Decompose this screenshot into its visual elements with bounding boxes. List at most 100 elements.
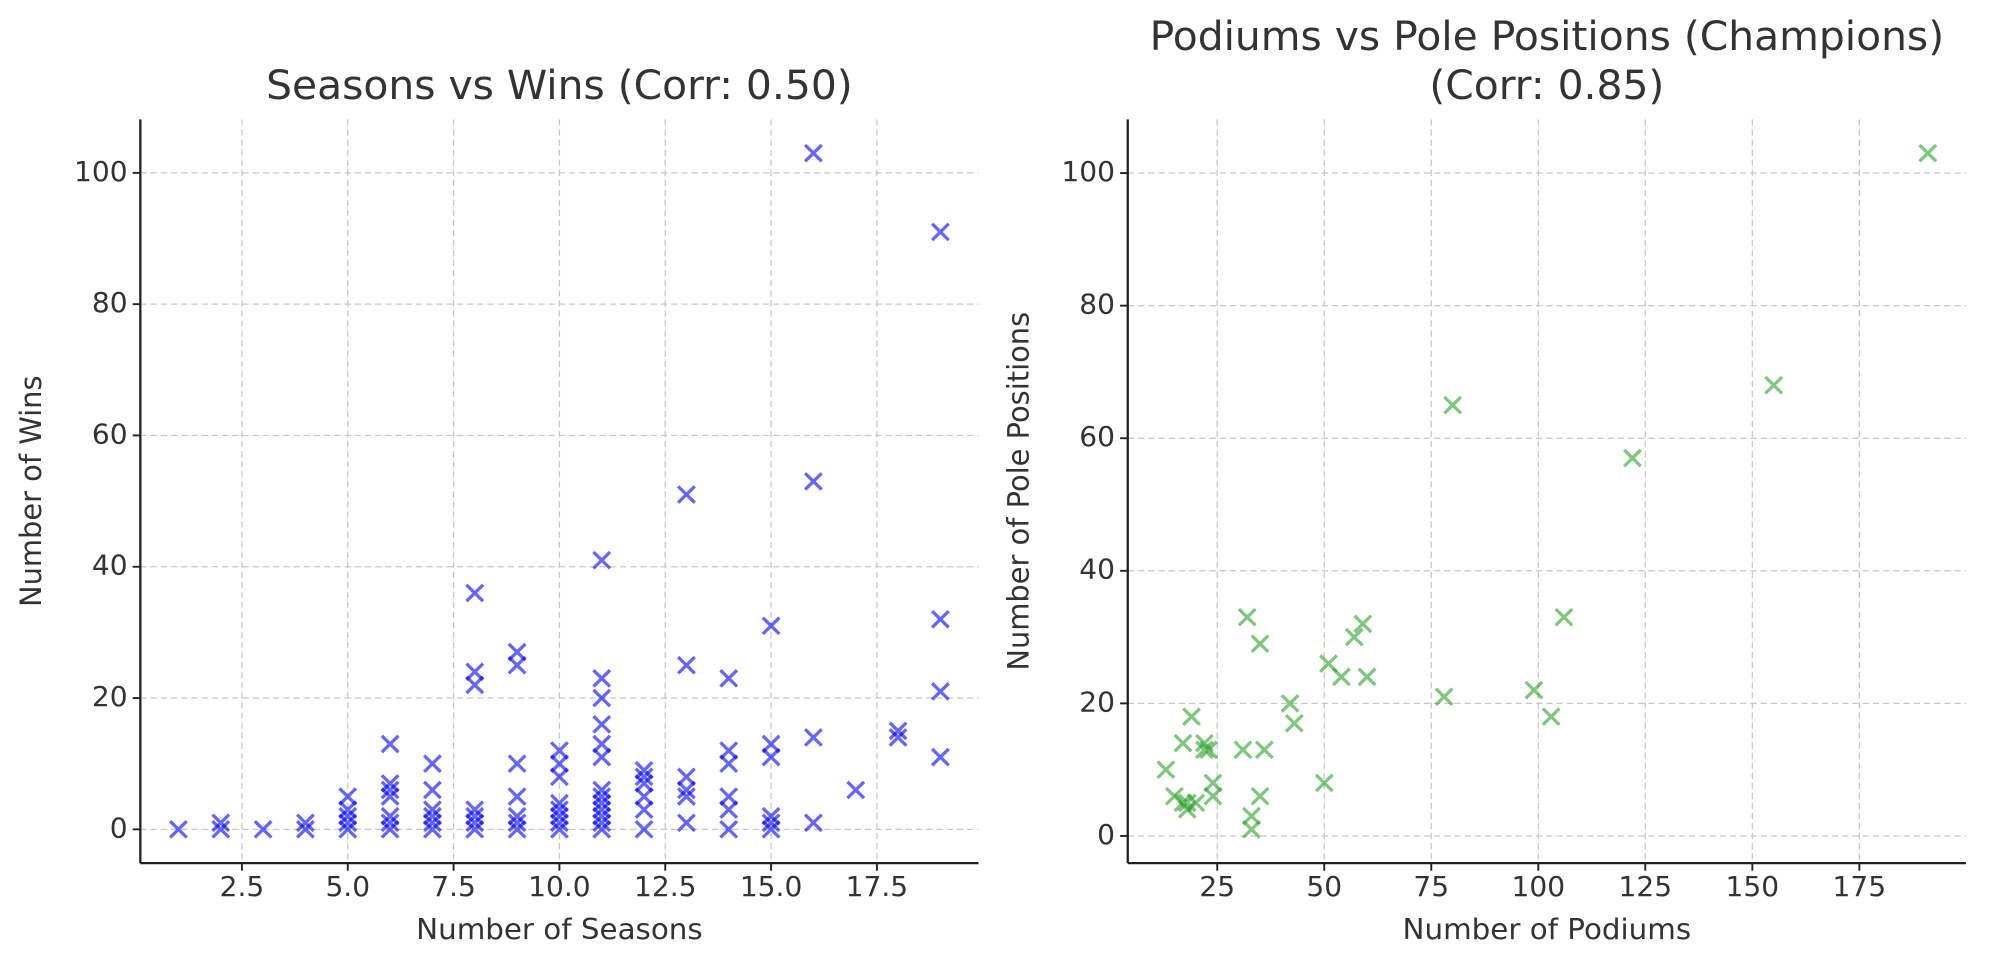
marker	[338, 787, 358, 806]
marker	[1622, 448, 1642, 468]
marker	[1443, 395, 1463, 415]
marker	[465, 583, 485, 603]
marker	[930, 222, 950, 242]
marker	[211, 820, 231, 839]
y-tick-label: 80	[92, 286, 128, 319]
marker	[380, 774, 400, 793]
subplot: 2.5 5.0 7.5 10.0 12.5 15.0 17.5 0 20 40 60 80 100 Num…	[14, 61, 979, 946]
marker	[1203, 773, 1223, 793]
marker	[592, 688, 612, 708]
marker	[422, 754, 442, 774]
marker	[422, 780, 442, 800]
marker	[168, 820, 188, 839]
marker	[549, 741, 569, 760]
marker	[211, 813, 231, 833]
marker	[1357, 667, 1377, 687]
marker	[1331, 667, 1351, 687]
marker	[592, 714, 612, 734]
marker	[295, 813, 315, 833]
x-tick-label: 12.5	[634, 870, 696, 903]
x-axis-label: Number of Seasons	[416, 912, 702, 946]
x-tick-label: 7.5	[431, 870, 476, 903]
marker	[295, 820, 315, 839]
marker	[592, 550, 612, 570]
marker	[888, 721, 908, 741]
marker	[1541, 707, 1561, 726]
marker	[1242, 820, 1261, 839]
x-tick-label: 15.0	[740, 870, 802, 903]
marker	[1284, 713, 1304, 733]
marker	[719, 820, 739, 839]
marker	[676, 485, 696, 504]
marker	[1314, 773, 1334, 793]
y-tick-label: 80	[1079, 288, 1115, 321]
marker	[676, 767, 696, 787]
x-tick-label: 150	[1726, 870, 1780, 903]
marker	[1434, 687, 1454, 707]
marker	[1764, 375, 1784, 395]
marker	[1250, 786, 1270, 806]
marker	[549, 793, 569, 813]
marker	[380, 734, 400, 754]
marker	[803, 143, 823, 163]
marker	[380, 813, 400, 833]
marker	[1918, 143, 1938, 163]
marker	[1199, 740, 1219, 760]
y-tick-label: 40	[1079, 553, 1115, 586]
subplot: 25 50 75 100 125 150 175 0 20 40 60 80 100 Number of …	[1001, 12, 1966, 946]
marker	[719, 669, 739, 688]
x-tick-label: 100	[1512, 870, 1566, 903]
marker	[507, 754, 527, 774]
marker	[761, 616, 781, 636]
marker	[1186, 793, 1206, 813]
marker	[253, 820, 273, 839]
marker	[1353, 614, 1373, 634]
marker	[1250, 634, 1270, 654]
marker	[634, 767, 654, 787]
marker	[888, 728, 908, 747]
x-tick-label: 5.0	[325, 870, 370, 903]
x-tick-label: 125	[1619, 870, 1673, 903]
y-tick-label: 40	[92, 549, 128, 582]
marker	[761, 734, 781, 754]
x-tick-label: 175	[1833, 870, 1887, 903]
chart-title: (Corr: 0.85)	[1429, 61, 1664, 109]
y-tick-label: 60	[1079, 420, 1115, 453]
x-tick-label: 25	[1199, 870, 1235, 903]
y-tick-label: 20	[1079, 686, 1115, 719]
marker	[507, 787, 527, 806]
x-tick-label: 2.5	[220, 870, 265, 903]
y-axis-label: Number of Wins	[14, 375, 48, 607]
marker	[930, 682, 950, 701]
marker	[422, 800, 442, 819]
marker	[803, 813, 823, 833]
marker	[930, 609, 950, 629]
marker	[676, 787, 696, 806]
y-axis-label: Number of Pole Positions	[1001, 312, 1035, 671]
marker	[338, 806, 358, 826]
marker	[1182, 707, 1202, 726]
marker	[549, 800, 569, 819]
marker	[1203, 786, 1223, 806]
marker	[380, 806, 400, 826]
marker	[1344, 627, 1364, 647]
x-tick-label: 75	[1413, 870, 1449, 903]
marker	[1280, 694, 1300, 713]
x-tick-label: 50	[1306, 870, 1342, 903]
marker	[592, 787, 612, 806]
marker	[1237, 607, 1257, 627]
marker	[761, 813, 781, 833]
marker	[1524, 680, 1544, 700]
marker	[507, 813, 527, 833]
marker	[1233, 740, 1253, 760]
marker	[1177, 793, 1197, 813]
marker	[465, 800, 485, 819]
marker	[676, 655, 696, 675]
marker	[1242, 806, 1261, 826]
marker	[507, 642, 527, 662]
marker	[803, 472, 823, 491]
y-tick-label: 0	[110, 811, 128, 844]
marker	[1194, 740, 1214, 760]
marker	[846, 780, 866, 800]
